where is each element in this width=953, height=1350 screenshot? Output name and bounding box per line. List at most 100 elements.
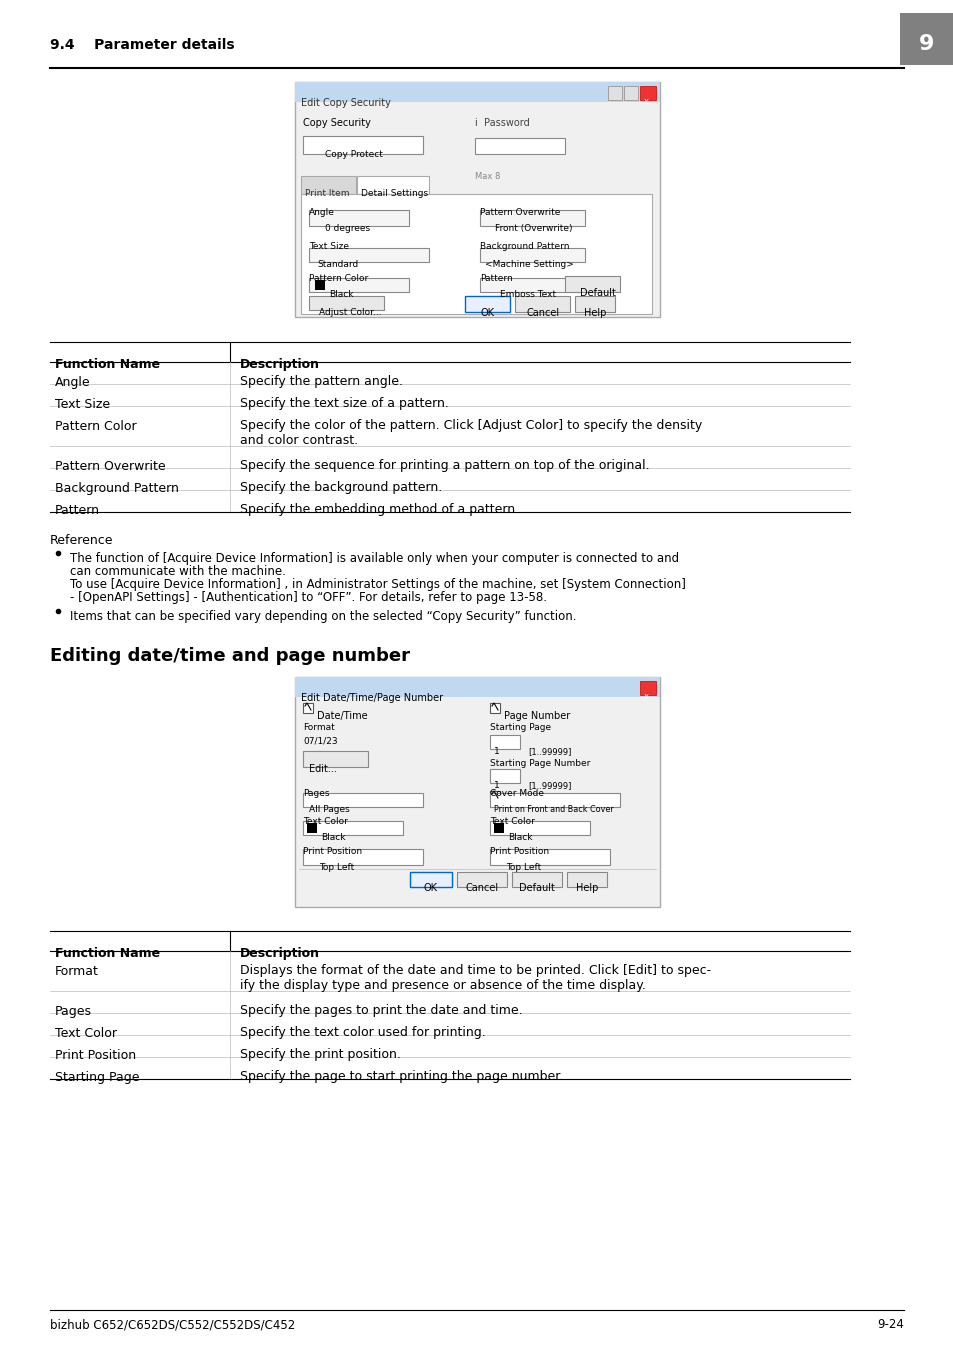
Text: Specify the text color used for printing.: Specify the text color used for printing… (240, 1026, 485, 1040)
Bar (309, 278, 409, 292)
Text: i  Password: i Password (475, 117, 529, 128)
Text: Edit Date/Time/Page Number: Edit Date/Time/Page Number (301, 693, 442, 703)
Bar (490, 791, 499, 801)
Text: Specify the page to start printing the page number.: Specify the page to start printing the p… (240, 1071, 562, 1083)
Bar (490, 849, 609, 865)
Text: Default: Default (579, 288, 616, 298)
Text: x: x (643, 97, 648, 107)
Text: Text Color: Text Color (490, 817, 535, 826)
Text: Max 8: Max 8 (475, 171, 500, 181)
Bar (566, 872, 606, 887)
Text: Text Size: Text Size (55, 398, 110, 410)
Text: Cancel: Cancel (526, 308, 559, 319)
Text: [1..99999]: [1..99999] (527, 782, 571, 790)
Text: Specify the background pattern.: Specify the background pattern. (240, 481, 442, 494)
Text: can communicate with the machine.: can communicate with the machine. (70, 566, 286, 578)
Text: Emboss Text: Emboss Text (499, 290, 556, 298)
Bar (303, 849, 422, 865)
Text: Text Size: Text Size (309, 242, 349, 251)
Bar (512, 872, 561, 887)
Text: Print Item: Print Item (305, 189, 349, 198)
Bar (314, 279, 325, 290)
Text: Cover Mode: Cover Mode (490, 788, 543, 798)
Bar (490, 821, 589, 836)
Text: 07/1/23: 07/1/23 (303, 736, 337, 745)
Text: OK: OK (423, 883, 437, 892)
Text: Pattern: Pattern (479, 274, 512, 284)
Text: Pattern Color: Pattern Color (309, 274, 368, 284)
Text: Pattern Overwrite: Pattern Overwrite (479, 208, 559, 217)
Text: Edit...: Edit... (309, 764, 336, 774)
Bar (639, 86, 656, 100)
Text: Description: Description (240, 358, 319, 371)
Text: Starting Page: Starting Page (55, 1071, 139, 1084)
Text: To use [Acquire Device Information] , in Administrator Settings of the machine, : To use [Acquire Device Information] , in… (70, 578, 685, 591)
Text: All Pages: All Pages (309, 805, 350, 814)
Bar (410, 872, 452, 887)
Bar (294, 676, 659, 907)
Text: Specify the text size of a pattern.: Specify the text size of a pattern. (240, 397, 449, 410)
Bar (294, 82, 659, 317)
Text: 1: 1 (494, 782, 499, 790)
Text: Specify the embedding method of a pattern.: Specify the embedding method of a patter… (240, 504, 518, 516)
Text: Black: Black (507, 833, 532, 842)
Text: Pattern Overwrite: Pattern Overwrite (55, 460, 166, 472)
Bar (490, 703, 499, 713)
Bar (494, 824, 503, 833)
Text: Top Left: Top Left (505, 863, 540, 872)
Bar (307, 824, 316, 833)
Text: Date/Time: Date/Time (316, 711, 367, 721)
Text: Starting Page: Starting Page (490, 724, 551, 732)
Text: [1..99999]: [1..99999] (527, 747, 571, 756)
Text: Background Pattern: Background Pattern (479, 242, 569, 251)
Bar (456, 872, 506, 887)
Bar (309, 211, 409, 225)
Text: Description: Description (240, 946, 319, 960)
Text: <Machine Setting>: <Machine Setting> (484, 261, 574, 269)
Text: Text Color: Text Color (55, 1027, 117, 1040)
Text: Angle: Angle (309, 208, 335, 217)
Text: Function Name: Function Name (55, 946, 160, 960)
Bar (490, 769, 519, 783)
Text: 9: 9 (919, 34, 934, 54)
Bar (301, 176, 355, 194)
Text: Edit Copy Security: Edit Copy Security (301, 99, 391, 108)
Text: Specify the sequence for printing a pattern on top of the original.: Specify the sequence for printing a patt… (240, 459, 649, 472)
Text: Cancel: Cancel (465, 883, 498, 892)
Text: Help: Help (576, 883, 598, 892)
Text: Format: Format (303, 724, 335, 732)
Text: Text Color: Text Color (303, 817, 348, 826)
Bar (309, 296, 384, 310)
Text: - [OpenAPI Settings] - [Authentication] to “OFF”. For details, refer to page 13-: - [OpenAPI Settings] - [Authentication] … (70, 591, 546, 603)
Text: 9-24: 9-24 (876, 1318, 903, 1331)
Bar (490, 734, 519, 749)
Bar (623, 86, 638, 100)
Text: Pattern Color: Pattern Color (55, 420, 136, 433)
Text: Default: Default (518, 883, 555, 892)
Text: 9.4    Parameter details: 9.4 Parameter details (50, 38, 234, 53)
Text: Specify the color of the pattern. Click [Adjust Color] to specify the density
an: Specify the color of the pattern. Click … (240, 418, 701, 447)
Bar (564, 275, 619, 292)
Text: Detail Settings: Detail Settings (360, 189, 428, 198)
Bar (899, 14, 953, 65)
Text: Black: Black (320, 833, 345, 842)
Text: Editing date/time and page number: Editing date/time and page number (50, 647, 410, 666)
Bar (479, 211, 584, 225)
Text: Starting Page Number: Starting Page Number (490, 759, 590, 768)
Text: Background Pattern: Background Pattern (55, 482, 179, 495)
Text: Pattern: Pattern (55, 504, 100, 517)
Text: Adjust Color...: Adjust Color... (318, 308, 381, 317)
Text: Pages: Pages (303, 788, 329, 798)
Bar (575, 296, 615, 312)
Bar (356, 176, 429, 194)
Text: Items that can be specified vary depending on the selected “Copy Security” funct: Items that can be specified vary dependi… (70, 610, 576, 622)
Text: Function Name: Function Name (55, 358, 160, 371)
Bar (639, 680, 656, 695)
Bar (303, 136, 422, 154)
Bar (479, 248, 584, 262)
Bar (479, 278, 584, 292)
Text: Standard: Standard (316, 261, 358, 269)
Text: Print on Front and Back Cover: Print on Front and Back Cover (494, 805, 613, 814)
Bar (309, 248, 429, 262)
Text: bizhub C652/C652DS/C552/C552DS/C452: bizhub C652/C652DS/C552/C552DS/C452 (50, 1318, 294, 1331)
